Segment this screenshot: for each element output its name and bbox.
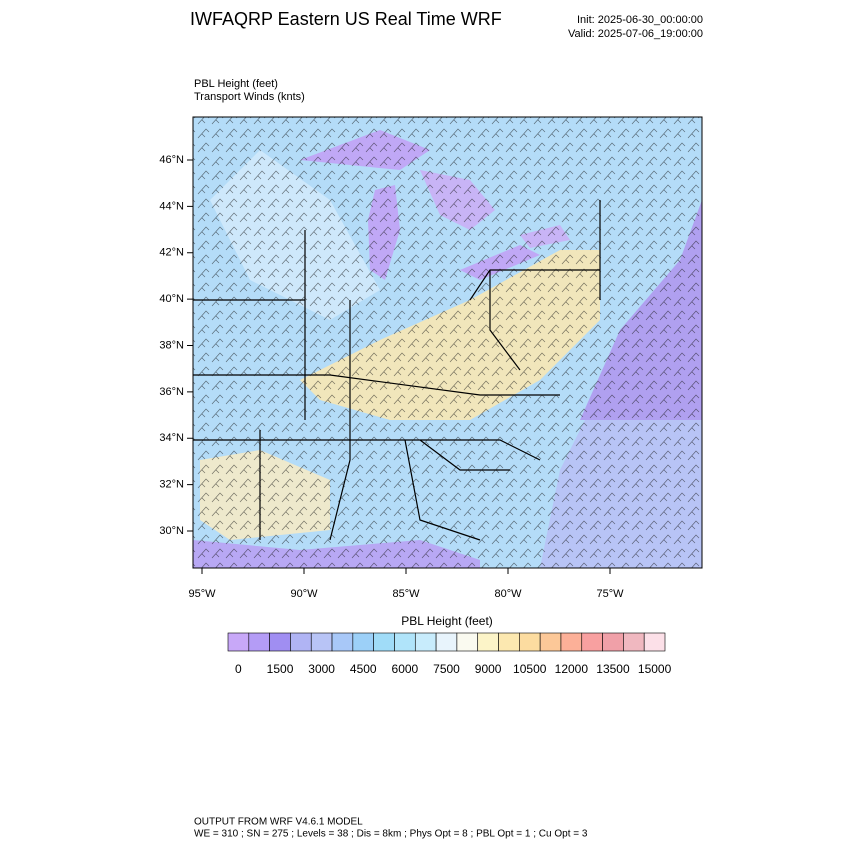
colorbar-swatch <box>269 632 291 652</box>
colorbar-title: PBL Height (feet) <box>401 614 493 628</box>
colorbar-swatch <box>414 632 437 652</box>
colorbar-swatch <box>435 632 458 652</box>
colorbar-label: 15000 <box>638 662 672 676</box>
colorbar-label: 12000 <box>555 662 589 676</box>
colorbar-swatch <box>248 632 270 652</box>
colorbar-swatch <box>477 632 499 652</box>
colorbar-swatch <box>373 632 395 652</box>
lat-label: 40°N <box>159 293 184 305</box>
colorbar-label: 4500 <box>350 662 377 676</box>
map-ticks: 46°N 44°N 42°N 40°N 38°N 36°N 34°N 32°N 30°N 95°W… <box>159 154 624 600</box>
lon-label: 80°W <box>494 588 522 600</box>
footer-line: WE = 310 ; SN = 275 ; Levels = 38 ; Dis … <box>194 829 588 840</box>
colorbar-swatch <box>394 632 416 652</box>
lat-label: 34°N <box>159 432 184 444</box>
colorbar-swatch <box>519 632 541 652</box>
colorbar-label: 10500 <box>513 662 547 676</box>
colorbar-swatch <box>602 632 624 652</box>
map <box>193 117 702 568</box>
colorbar-swatch <box>498 632 520 652</box>
field-label: PBL Height (feet) <box>194 78 278 90</box>
footer-line: OUTPUT FROM WRF V4.6.1 MODEL <box>194 817 363 828</box>
lat-label: 32°N <box>159 479 184 491</box>
lat-label: 44°N <box>159 200 184 212</box>
colorbar-label: 0 <box>235 662 242 676</box>
colorbar-swatch <box>560 632 583 652</box>
colorbar-swatch <box>310 632 333 652</box>
wind-barbs <box>193 117 702 568</box>
valid-time: Valid: 2025-07-06_19:00:00 <box>568 28 703 40</box>
colorbar-swatch <box>331 632 354 652</box>
lat-label: 36°N <box>159 386 184 398</box>
lon-label: 75°W <box>596 588 624 600</box>
colorbar: 0 1500 3000 4500 6000 7500 9000 10500 12000 13500… <box>227 632 672 676</box>
colorbar-swatch <box>643 632 666 652</box>
colorbar-swatch <box>539 632 562 652</box>
colorbar-label: 7500 <box>433 662 460 676</box>
colorbar-label: 9000 <box>475 662 502 676</box>
colorbar-swatch <box>352 632 374 652</box>
title: IWFAQRP Eastern US Real Time WRF <box>190 9 502 29</box>
colorbar-swatch <box>290 632 312 652</box>
colorbar-label: 3000 <box>308 662 335 676</box>
colorbar-swatch <box>623 632 645 652</box>
colorbar-swatch <box>227 632 250 652</box>
colorbar-label: 6000 <box>392 662 419 676</box>
field-label: Transport Winds (knts) <box>194 91 305 103</box>
lon-label: 90°W <box>290 588 318 600</box>
colorbar-label: 13500 <box>596 662 630 676</box>
lon-label: 95°W <box>188 588 216 600</box>
colorbar-swatch <box>456 632 479 652</box>
lat-label: 46°N <box>159 154 184 166</box>
lat-label: 30°N <box>159 525 184 537</box>
lat-label: 38°N <box>159 339 184 351</box>
map-frame <box>192 116 703 569</box>
lat-label: 42°N <box>159 247 184 259</box>
colorbar-label: 1500 <box>267 662 294 676</box>
lon-label: 85°W <box>392 588 420 600</box>
init-time: Init: 2025-06-30_00:00:00 <box>577 14 703 26</box>
colorbar-swatch <box>581 632 603 652</box>
